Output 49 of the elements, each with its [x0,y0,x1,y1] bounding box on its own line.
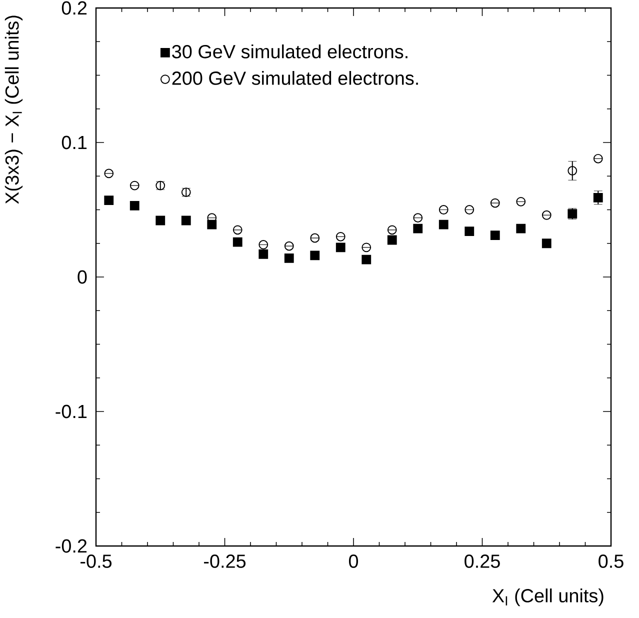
point [387,235,397,245]
point [258,240,268,250]
y-tick-label: 0 [78,270,87,284]
point [284,253,294,263]
point [336,232,346,242]
y-tick-label: -0.2 [56,539,87,553]
point [310,250,320,260]
y-tick-label: 0.2 [62,1,87,15]
point [438,205,448,214]
point [130,201,140,210]
point [232,225,242,235]
x-tick-label: -0.25 [204,554,246,568]
point [104,168,114,178]
point [438,220,448,230]
point [490,230,500,240]
x-tick-label: 0.25 [464,554,500,568]
point [464,205,474,214]
y-tick-label: 0.1 [62,136,87,150]
point [156,216,166,226]
legend-label: 200 GeV simulated electrons. [172,71,418,85]
point [362,242,372,252]
point [413,224,423,234]
point [104,196,114,206]
point [362,254,372,264]
point [130,180,140,190]
point [181,216,191,226]
x-tick-label: 0 [348,554,358,568]
point [464,226,474,236]
point [593,154,603,164]
point [593,192,603,202]
y-axis-title: X(3x3) − X$_{I}$ (Cell units) [4,16,23,204]
legend-label: 30 GeV simulated electrons. [172,44,408,58]
point [284,241,294,251]
x-tick-label: -0.5 [80,554,112,568]
point [387,225,397,235]
point [568,166,578,176]
point [490,198,500,208]
point [258,249,268,259]
point [310,233,320,243]
y-tick-label: -0.1 [56,404,87,418]
x-tick-label: 0.5 [598,554,624,568]
point [542,238,552,248]
point [336,242,346,252]
point [516,196,526,206]
point [542,210,552,220]
x-axis-title: X$_{I}$ (Cell units) [492,588,604,606]
point [413,213,423,223]
point [516,224,526,234]
point [232,237,242,247]
